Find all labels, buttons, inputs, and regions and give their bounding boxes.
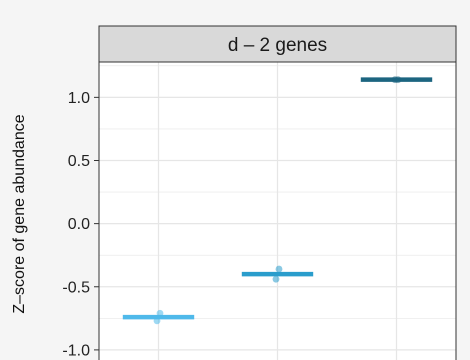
data-point: [153, 317, 161, 325]
data-point: [156, 309, 164, 317]
y-tick-label: -0.5: [62, 279, 90, 296]
data-point: [272, 275, 280, 283]
data-point: [275, 265, 283, 273]
y-axis: 1.0 0.5 0.0 -0.5 -1.0: [62, 90, 99, 359]
y-tick-label: 1.0: [68, 90, 90, 107]
data-marks: [122, 76, 433, 325]
y-tick-label: 0.0: [68, 216, 90, 233]
facet-title: d – 2 genes: [228, 35, 327, 56]
y-tick-label: -1.0: [62, 342, 90, 359]
data-point: [391, 76, 399, 84]
y-tick-label: 0.5: [68, 153, 90, 170]
facet-strip: [98, 25, 457, 63]
y-axis-title: Z–score of gene abundance: [11, 114, 28, 313]
